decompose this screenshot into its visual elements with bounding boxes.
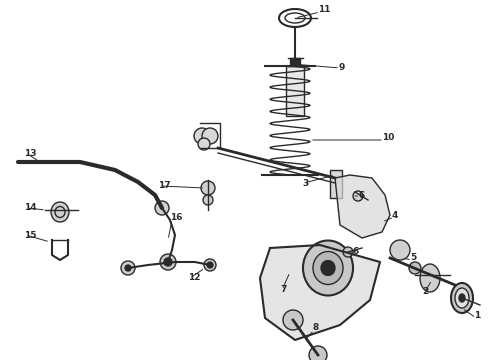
- Circle shape: [203, 195, 213, 205]
- Circle shape: [390, 240, 410, 260]
- Text: 6: 6: [358, 192, 364, 201]
- Text: 4: 4: [392, 211, 398, 220]
- Circle shape: [164, 258, 172, 266]
- Ellipse shape: [455, 288, 469, 308]
- Bar: [330, 170, 342, 198]
- Bar: [286, 66, 304, 116]
- Circle shape: [160, 254, 176, 270]
- Ellipse shape: [303, 240, 353, 296]
- Text: 3: 3: [302, 179, 308, 188]
- Circle shape: [309, 346, 327, 360]
- Circle shape: [283, 310, 303, 330]
- Text: 5: 5: [410, 253, 416, 262]
- Text: 7: 7: [280, 285, 286, 294]
- Polygon shape: [335, 175, 390, 238]
- Circle shape: [207, 262, 213, 268]
- Ellipse shape: [420, 264, 440, 292]
- Circle shape: [343, 247, 353, 257]
- Text: 17: 17: [158, 181, 171, 190]
- Circle shape: [202, 128, 218, 144]
- Ellipse shape: [313, 252, 343, 284]
- Circle shape: [194, 128, 210, 144]
- Text: 11: 11: [318, 5, 330, 14]
- Text: 6: 6: [352, 248, 358, 256]
- Ellipse shape: [321, 261, 335, 275]
- Circle shape: [409, 262, 421, 274]
- Ellipse shape: [451, 283, 473, 313]
- Text: 8: 8: [312, 324, 318, 333]
- Circle shape: [125, 265, 131, 271]
- Circle shape: [198, 138, 210, 150]
- Polygon shape: [260, 245, 380, 340]
- Text: 16: 16: [170, 213, 182, 222]
- Text: 13: 13: [24, 148, 36, 158]
- Circle shape: [121, 261, 135, 275]
- Text: 12: 12: [188, 274, 200, 283]
- Ellipse shape: [51, 202, 69, 222]
- Circle shape: [155, 201, 169, 215]
- Text: 9: 9: [338, 63, 344, 72]
- Circle shape: [353, 191, 363, 201]
- Circle shape: [201, 181, 215, 195]
- Text: 14: 14: [24, 203, 37, 212]
- Bar: [290, 58, 300, 66]
- Text: 10: 10: [382, 134, 394, 143]
- Text: 2: 2: [422, 288, 428, 297]
- Text: 1: 1: [474, 311, 480, 320]
- Text: 15: 15: [24, 230, 36, 239]
- Ellipse shape: [459, 294, 465, 302]
- Circle shape: [204, 259, 216, 271]
